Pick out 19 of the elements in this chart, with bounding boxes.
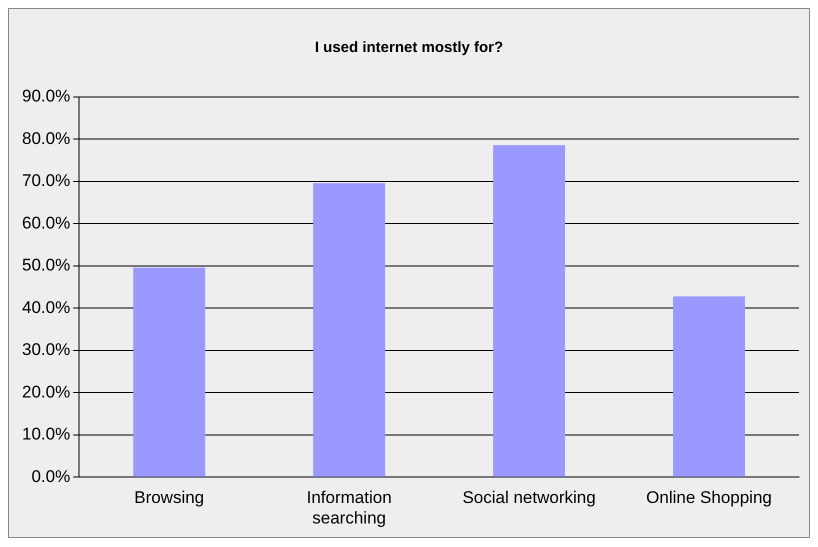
bar (493, 145, 566, 477)
bar (133, 268, 206, 477)
chart-title: I used internet mostly for? (314, 39, 504, 56)
y-tick-label: 40.0% (22, 298, 70, 317)
bar (673, 296, 746, 477)
x-tick-label: Social networking (462, 488, 596, 508)
x-tick-label: Online Shopping (646, 488, 772, 508)
x-tick-label: Browsing (134, 488, 204, 508)
y-tick-label: 30.0% (22, 340, 70, 360)
y-tick-label: 0.0% (31, 466, 70, 486)
y-tick-label: 20.0% (22, 382, 70, 402)
y-tick-label: 50.0% (22, 256, 70, 275)
y-tick-label: 60.0% (22, 213, 70, 232)
y-tick-label: 70.0% (22, 171, 70, 190)
x-tick-label: Information searching (306, 488, 392, 528)
y-tick-label: 80.0% (22, 128, 70, 148)
y-tick-label: 90.0% (22, 86, 70, 106)
bar (313, 183, 386, 477)
y-tick-label: 10.0% (22, 424, 70, 444)
